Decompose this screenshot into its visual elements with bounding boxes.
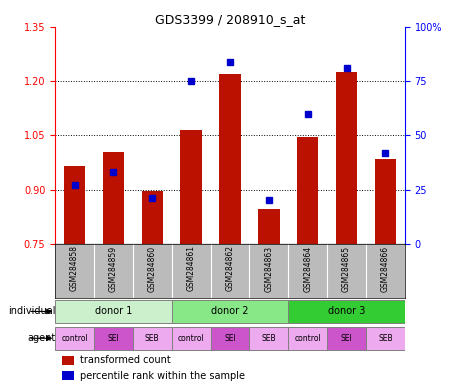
Bar	[55, 300, 171, 323]
Text: percentile rank within the sample: percentile rank within the sample	[79, 371, 244, 381]
Text: control: control	[294, 334, 320, 343]
Text: GSM284865: GSM284865	[341, 245, 350, 291]
Text: transformed count: transformed count	[79, 356, 170, 366]
Text: donor 2: donor 2	[211, 306, 248, 316]
Text: GSM284858: GSM284858	[70, 245, 79, 291]
Bar	[249, 326, 288, 350]
Bar	[335, 72, 357, 244]
Bar	[219, 74, 240, 244]
Text: agent: agent	[27, 333, 55, 343]
Text: control: control	[177, 334, 204, 343]
Text: individual: individual	[8, 306, 55, 316]
Bar	[94, 326, 133, 350]
Bar	[374, 159, 395, 244]
Text: SEB: SEB	[377, 334, 392, 343]
Bar	[171, 300, 288, 323]
Text: SEB: SEB	[145, 334, 159, 343]
Bar	[365, 326, 404, 350]
Bar	[171, 326, 210, 350]
Text: GSM284862: GSM284862	[225, 245, 234, 291]
Bar	[64, 166, 85, 244]
Bar	[62, 356, 74, 365]
Bar	[55, 326, 94, 350]
Bar	[326, 326, 365, 350]
Bar	[141, 191, 162, 244]
Bar	[102, 152, 124, 244]
Text: GSM284859: GSM284859	[109, 245, 118, 291]
Bar	[133, 326, 171, 350]
Bar	[210, 326, 249, 350]
Text: GSM284864: GSM284864	[302, 245, 312, 291]
Bar	[257, 210, 279, 244]
Bar	[180, 130, 202, 244]
Bar	[288, 300, 404, 323]
Text: donor 1: donor 1	[95, 306, 132, 316]
Text: SEI: SEI	[107, 334, 119, 343]
Text: control: control	[61, 334, 88, 343]
Text: GSM284861: GSM284861	[186, 245, 195, 291]
Text: GSM284866: GSM284866	[380, 245, 389, 291]
Bar	[62, 371, 74, 380]
Text: SEI: SEI	[340, 334, 352, 343]
Text: GSM284863: GSM284863	[264, 245, 273, 291]
Text: SEB: SEB	[261, 334, 275, 343]
Text: GSM284860: GSM284860	[147, 245, 157, 291]
Text: donor 3: donor 3	[327, 306, 364, 316]
Bar	[288, 326, 326, 350]
Bar	[297, 137, 318, 244]
Text: SEI: SEI	[224, 334, 235, 343]
Title: GDS3399 / 208910_s_at: GDS3399 / 208910_s_at	[155, 13, 304, 26]
